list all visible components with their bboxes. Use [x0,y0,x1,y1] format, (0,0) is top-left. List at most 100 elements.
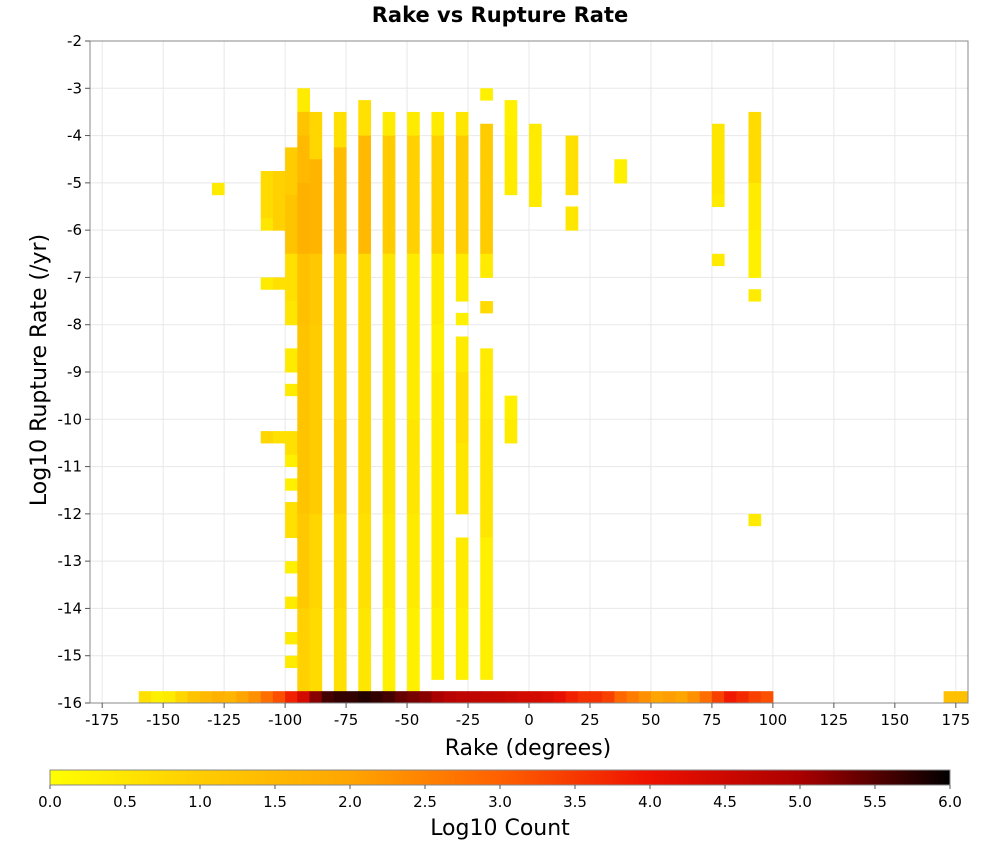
heatmap-cell [358,620,371,633]
heatmap-cell [480,241,493,255]
heatmap-cell [333,171,347,184]
heatmap-cell [260,431,274,444]
y-tick-label: -7 [67,268,82,286]
heatmap-cell [333,182,347,196]
x-tick-label: -125 [207,711,241,729]
heatmap-cell [711,253,725,267]
heatmap-cell [455,289,469,302]
heatmap-cell [407,171,420,184]
heatmap-cell [407,667,420,680]
heatmap-cell [407,372,420,385]
heatmap-cell [529,171,542,184]
heatmap-cell [211,182,225,196]
heatmap-cell [455,253,469,267]
heatmap-cell [358,691,371,704]
heatmap-cell [285,691,298,704]
heatmap-cell [321,691,335,704]
heatmap-cell [455,383,469,397]
heatmap-cell [297,289,310,302]
heatmap-cell [285,596,298,609]
heatmap-cell [480,584,493,598]
heatmap-cell [480,419,493,432]
heatmap-cell [407,537,420,550]
heatmap-cell [382,407,396,420]
heatmap-cell [333,620,347,633]
heatmap-cell [480,88,493,101]
heatmap-cell [333,643,347,657]
heatmap-cell [309,549,323,562]
heatmap-cell [272,171,286,184]
y-tick-label: -14 [58,599,83,617]
heatmap-cell [358,502,371,515]
heatmap-cell [382,596,396,609]
heatmap-cell [480,407,493,420]
heatmap-cell [431,265,445,278]
heatmap-cell [431,667,445,680]
heatmap-cell [504,407,518,420]
heatmap-cell [407,502,420,515]
heatmap-cell [297,230,310,243]
heatmap-cell [431,419,445,432]
heatmap-cell [431,230,445,243]
heatmap-cell [407,478,420,491]
x-tick-label: -75 [334,711,359,729]
heatmap-cell [431,620,445,633]
heatmap-cell [565,182,579,196]
heatmap-cell [407,301,420,314]
heatmap-cell [407,147,420,160]
heatmap-cell [382,336,396,349]
heatmap-cell [358,525,371,538]
heatmap-cell [431,147,445,160]
heatmap-cell [492,691,506,704]
heatmap-cell [309,679,323,692]
heatmap-cell [614,171,628,184]
heatmap-cell [382,691,396,704]
heatmap-cell [382,608,396,621]
heatmap-cell [297,655,310,669]
heatmap-cell [382,513,396,527]
heatmap-cell [297,241,310,255]
heatmap-cell [565,171,579,184]
heatmap-cell [309,584,323,598]
y-tick-label: -10 [58,410,83,428]
heatmap-cell [358,596,371,609]
heatmap-cell [358,206,371,219]
heatmap-cell [309,312,323,326]
heatmap-cell [748,513,762,527]
heatmap-cell [480,182,493,196]
heatmap-cell [297,431,310,444]
heatmap-cell [358,549,371,562]
heatmap-cell [699,691,713,704]
heatmap-cell [285,206,298,219]
heatmap-cell [407,466,420,479]
heatmap-cell [480,537,493,550]
colorbar-tick-label: 1.0 [188,793,212,811]
heatmap-cell [358,230,371,243]
heatmap-cell [382,395,396,408]
heatmap-cell [297,667,310,680]
heatmap-cell [309,608,323,621]
heatmap-cell [407,336,420,349]
heatmap-cell [297,679,310,692]
heatmap-cell [272,691,286,704]
heatmap-cell [455,584,469,598]
heatmap-cell [529,147,542,160]
heatmap-cell [333,301,347,314]
heatmap-cell [480,502,493,515]
y-tick-label: -11 [58,458,83,476]
heatmap-cell [297,620,310,633]
heatmap-cell [297,123,310,137]
heatmap-cell [711,194,725,207]
heatmap-cell [382,431,396,444]
heatmap-cell [480,655,493,669]
heatmap-cell [748,182,762,196]
heatmap-cell [333,667,347,680]
heatmap-cell [407,584,420,598]
heatmap-cell [297,596,310,609]
heatmap-cell [297,301,310,314]
heatmap-cell [333,206,347,219]
heatmap-cell [455,194,469,207]
heatmap-cell [260,182,274,196]
heatmap-cell [504,182,518,196]
heatmap-cell [309,431,323,444]
